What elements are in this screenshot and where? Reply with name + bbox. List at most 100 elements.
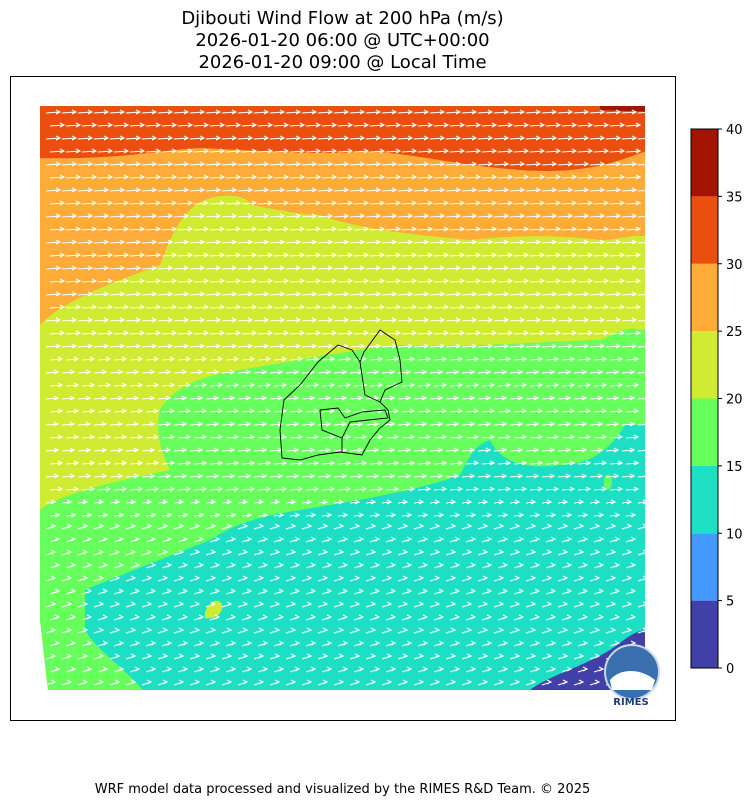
wind-arrow — [625, 122, 642, 128]
wind-arrow — [81, 588, 93, 595]
wind-arrow — [65, 252, 82, 258]
wind-arrow — [577, 562, 589, 569]
wind-arrow — [61, 549, 73, 556]
wind-arrow — [285, 523, 297, 530]
wind-arrow — [557, 239, 574, 245]
wind-arrow — [305, 666, 317, 673]
wind-arrow — [497, 536, 509, 543]
wind-arrow — [253, 523, 265, 530]
wind-arrow — [545, 382, 560, 388]
wind-arrow — [429, 265, 446, 271]
wind-arrow — [605, 421, 620, 427]
wind-arrow — [177, 486, 192, 492]
wind-arrow — [161, 434, 176, 440]
wind-arrow — [401, 226, 418, 232]
wind-arrow — [273, 200, 290, 206]
wind-arrow — [493, 369, 508, 375]
wind-arrow — [529, 536, 541, 543]
wind-arrow — [449, 226, 466, 232]
wind-arrow — [353, 200, 370, 206]
wind-arrow — [445, 653, 457, 660]
wind-arrow — [45, 213, 62, 219]
wind-arrow — [433, 226, 450, 232]
wind-arrow — [269, 447, 284, 453]
wind-arrow — [61, 499, 73, 505]
wind-arrow — [625, 356, 640, 362]
wind-arrow — [77, 627, 89, 634]
wind-arrow — [189, 395, 204, 401]
wind-arrow — [545, 174, 562, 180]
wind-arrow — [353, 512, 365, 518]
wind-arrow — [333, 187, 350, 193]
wind-arrow — [141, 653, 153, 660]
wind-arrow — [289, 614, 301, 621]
wind-arrow — [221, 343, 238, 349]
wind-arrow — [145, 356, 160, 362]
wind-arrow — [305, 562, 317, 569]
wind-arrow — [465, 148, 482, 154]
wind-arrow — [253, 317, 270, 323]
wind-arrow — [93, 499, 105, 505]
wind-arrow — [433, 408, 448, 414]
wind-arrow — [573, 291, 590, 297]
wind-arrow — [273, 226, 290, 232]
wind-arrow — [129, 148, 146, 154]
wind-arrow — [637, 239, 645, 245]
wind-arrow — [417, 486, 432, 492]
wind-arrow — [637, 395, 645, 401]
wind-arrow — [449, 460, 464, 466]
wind-arrow — [589, 601, 601, 608]
wind-arrow — [637, 473, 645, 479]
wind-arrow — [257, 226, 274, 232]
wind-arrow — [429, 109, 446, 115]
wind-arrow — [241, 304, 258, 310]
wind-arrow — [429, 653, 441, 660]
wind-arrow — [381, 213, 398, 219]
wind-arrow — [593, 434, 608, 440]
wind-arrow — [353, 562, 365, 569]
wind-arrow — [221, 135, 238, 141]
wind-arrow — [465, 536, 477, 543]
wind-arrow — [221, 549, 233, 556]
wind-arrow — [305, 174, 322, 180]
wind-arrow — [237, 213, 254, 219]
wind-arrow — [81, 304, 98, 310]
wind-arrow — [241, 148, 258, 154]
wind-arrow — [605, 601, 617, 608]
wind-arrow — [45, 291, 62, 297]
wind-arrow — [285, 395, 300, 401]
wind-arrow — [353, 278, 370, 284]
wind-arrow — [65, 174, 82, 180]
wind-arrow — [109, 187, 126, 193]
wind-arrow — [49, 562, 61, 569]
wind-arrow — [449, 486, 464, 492]
wind-arrow — [625, 536, 637, 543]
wind-arrow — [545, 666, 557, 673]
wind-arrow — [413, 213, 430, 219]
wind-arrow — [577, 434, 592, 440]
wind-arrow — [561, 226, 578, 232]
wind-arrow — [461, 291, 478, 297]
wind-arrow — [97, 382, 112, 388]
wind-arrow — [321, 614, 333, 621]
wind-arrow — [289, 200, 306, 206]
wind-arrow — [541, 653, 553, 660]
wind-arrow — [349, 369, 364, 375]
wind-arrow — [61, 447, 76, 453]
wind-arrow — [45, 135, 62, 141]
wind-arrow — [605, 317, 622, 323]
wind-arrow — [429, 135, 446, 141]
wind-arrow — [589, 265, 606, 271]
wind-arrow — [589, 317, 606, 323]
wind-arrow — [385, 434, 400, 440]
wind-arrow — [557, 187, 574, 193]
wind-arrow — [77, 575, 89, 582]
wind-arrow — [241, 588, 253, 595]
wind-arrow — [557, 161, 574, 167]
wind-arrow — [337, 486, 352, 492]
wind-arrow — [77, 265, 94, 271]
wind-arrow — [161, 382, 176, 388]
wind-arrow — [465, 512, 477, 518]
wind-arrow — [81, 614, 93, 621]
wind-arrow — [481, 588, 493, 595]
